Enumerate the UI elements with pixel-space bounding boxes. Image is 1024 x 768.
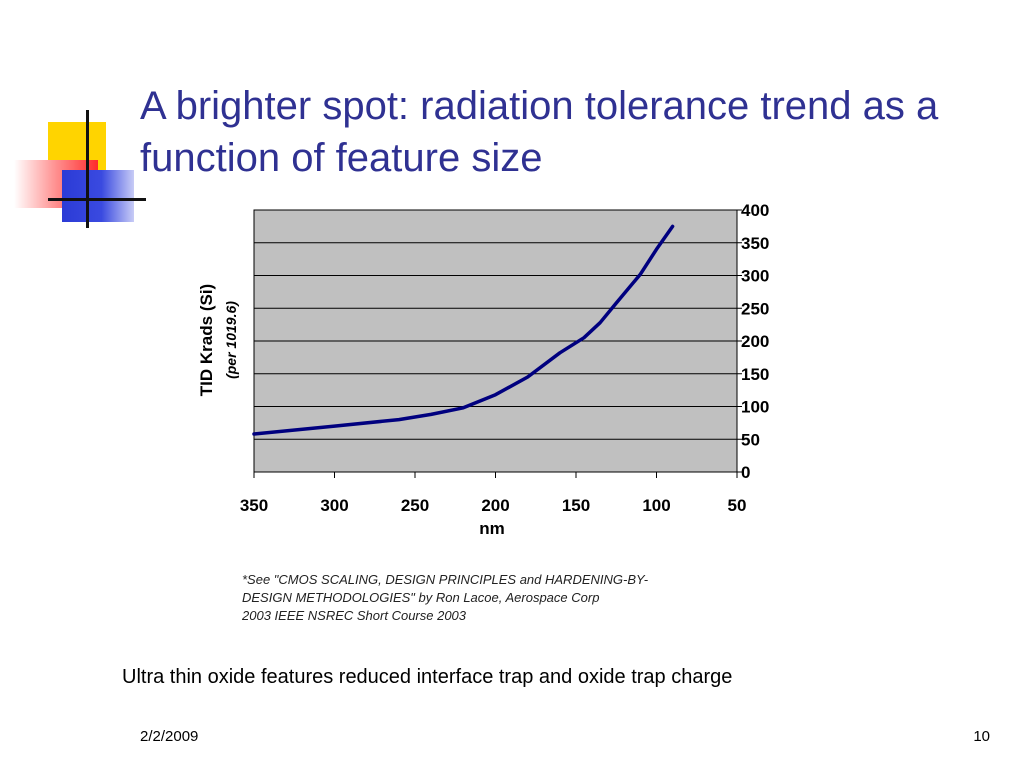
x-tick-label: 250	[401, 496, 429, 515]
y-tick-label: 50	[741, 430, 760, 449]
slide-title: A brighter spot: radiation tolerance tre…	[140, 84, 939, 180]
slide-caption: Ultra thin oxide features reduced interf…	[122, 666, 733, 688]
y-tick-label: 250	[741, 299, 769, 318]
y-axis-sublabel: (per 1019.6)	[223, 301, 239, 379]
decor-horizontal-line	[48, 198, 146, 201]
x-tick-label: 200	[481, 496, 509, 515]
y-tick-label: 300	[741, 267, 769, 286]
y-tick-label: 0	[741, 463, 750, 482]
decor-vertical-line	[86, 110, 89, 228]
decor-blue-square	[62, 170, 134, 222]
x-tick-label: 300	[320, 496, 348, 515]
x-tick-label: 150	[562, 496, 590, 515]
y-tick-label: 350	[741, 234, 769, 253]
y-tick-label: 150	[741, 365, 769, 384]
footnote-line: *See "CMOS SCALING, DESIGN PRINCIPLES an…	[242, 572, 649, 587]
chart-footnote: *See "CMOS SCALING, DESIGN PRINCIPLES an…	[242, 571, 762, 625]
y-tick-label: 200	[741, 332, 769, 351]
x-tick-label: 100	[642, 496, 670, 515]
footnote-line: 2003 IEEE NSREC Short Course 2003	[242, 608, 467, 623]
y-axis-label: TID Krads (Si)	[197, 284, 216, 396]
y-tick-label: 100	[741, 398, 769, 417]
tid-vs-feature-size-chart: 0 50 100 150 200 250 300 350 400 350 300 250 200 150 1…	[197, 201, 769, 538]
slide-date: 2/2/2009	[140, 728, 199, 745]
footnote-line: DESIGN METHODOLOGIES" by Ron Lacoe, Aero…	[242, 590, 600, 605]
slide-page-number: 10	[973, 728, 990, 745]
x-axis-label: nm	[479, 519, 505, 538]
x-tick-label: 350	[240, 496, 268, 515]
y-tick-label: 400	[741, 201, 769, 220]
series-line	[252, 224, 675, 436]
x-tick-label: 50	[728, 496, 747, 515]
